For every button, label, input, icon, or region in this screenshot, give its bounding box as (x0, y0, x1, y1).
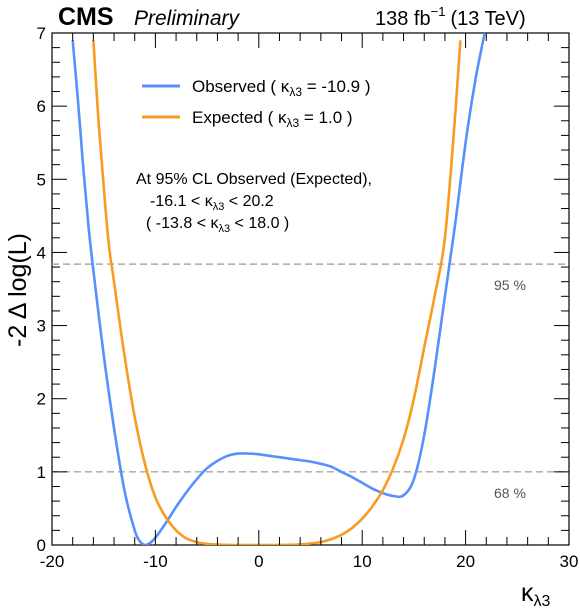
plot-frame (51, 32, 570, 546)
y-tick-label: 6 (37, 97, 46, 116)
y-tick-label: 4 (37, 243, 46, 262)
curve-expected (92, 40, 462, 545)
x-tick-label: -10 (143, 552, 168, 571)
likelihood-curves (71, 33, 487, 545)
note-line-3: ( -13.8 < κλ3 < 18.0 ) (146, 215, 289, 235)
x-tick-label: 10 (353, 552, 372, 571)
confidence-level-lines: 95 % 68 % (52, 263, 569, 501)
note-line-2: -16.1 < κλ3 < 20.2 (150, 193, 274, 213)
luminosity-label: 138 fb−1 (13 TeV) (375, 4, 526, 30)
curve-observed (71, 33, 487, 545)
x-axis-label: κλ3 (521, 579, 551, 608)
y-tick-label: 2 (37, 390, 46, 409)
experiment-label: CMS (58, 3, 114, 31)
y-tick-label: 0 (37, 536, 46, 555)
legend-observed-label: Observed ( κλ3 = -10.9 ) (192, 77, 371, 99)
y-tick-label: 1 (37, 463, 46, 482)
y-axis-label: -2 Δ log(L) (4, 233, 32, 347)
y-tick-label: 5 (37, 170, 46, 189)
cl-label-1: 68 % (494, 485, 526, 501)
y-tick-label: 3 (37, 317, 46, 336)
x-tick-label: -20 (40, 552, 65, 571)
cl-interval-note: At 95% CL Observed (Expected), -16.1 < κ… (136, 171, 372, 235)
y-tick-label: 7 (37, 24, 46, 43)
plot-header: CMS Preliminary 138 fb−1 (13 TeV) (58, 3, 526, 31)
legend: Observed ( κλ3 = -10.9 ) Expected ( κλ3 … (142, 77, 371, 130)
axis-ticks: -20 -10 0 10 20 30 0 1 2 3 4 5 6 7 (37, 24, 579, 571)
legend-expected-label: Expected ( κλ3 = 1.0 ) (192, 108, 353, 130)
cl-label-0: 95 % (494, 277, 526, 293)
x-tick-label: 30 (560, 552, 579, 571)
note-line-1: At 95% CL Observed (Expected), (136, 171, 372, 188)
x-tick-label: 20 (456, 552, 475, 571)
x-tick-label: 0 (254, 552, 263, 571)
status-label: Preliminary (134, 7, 241, 30)
